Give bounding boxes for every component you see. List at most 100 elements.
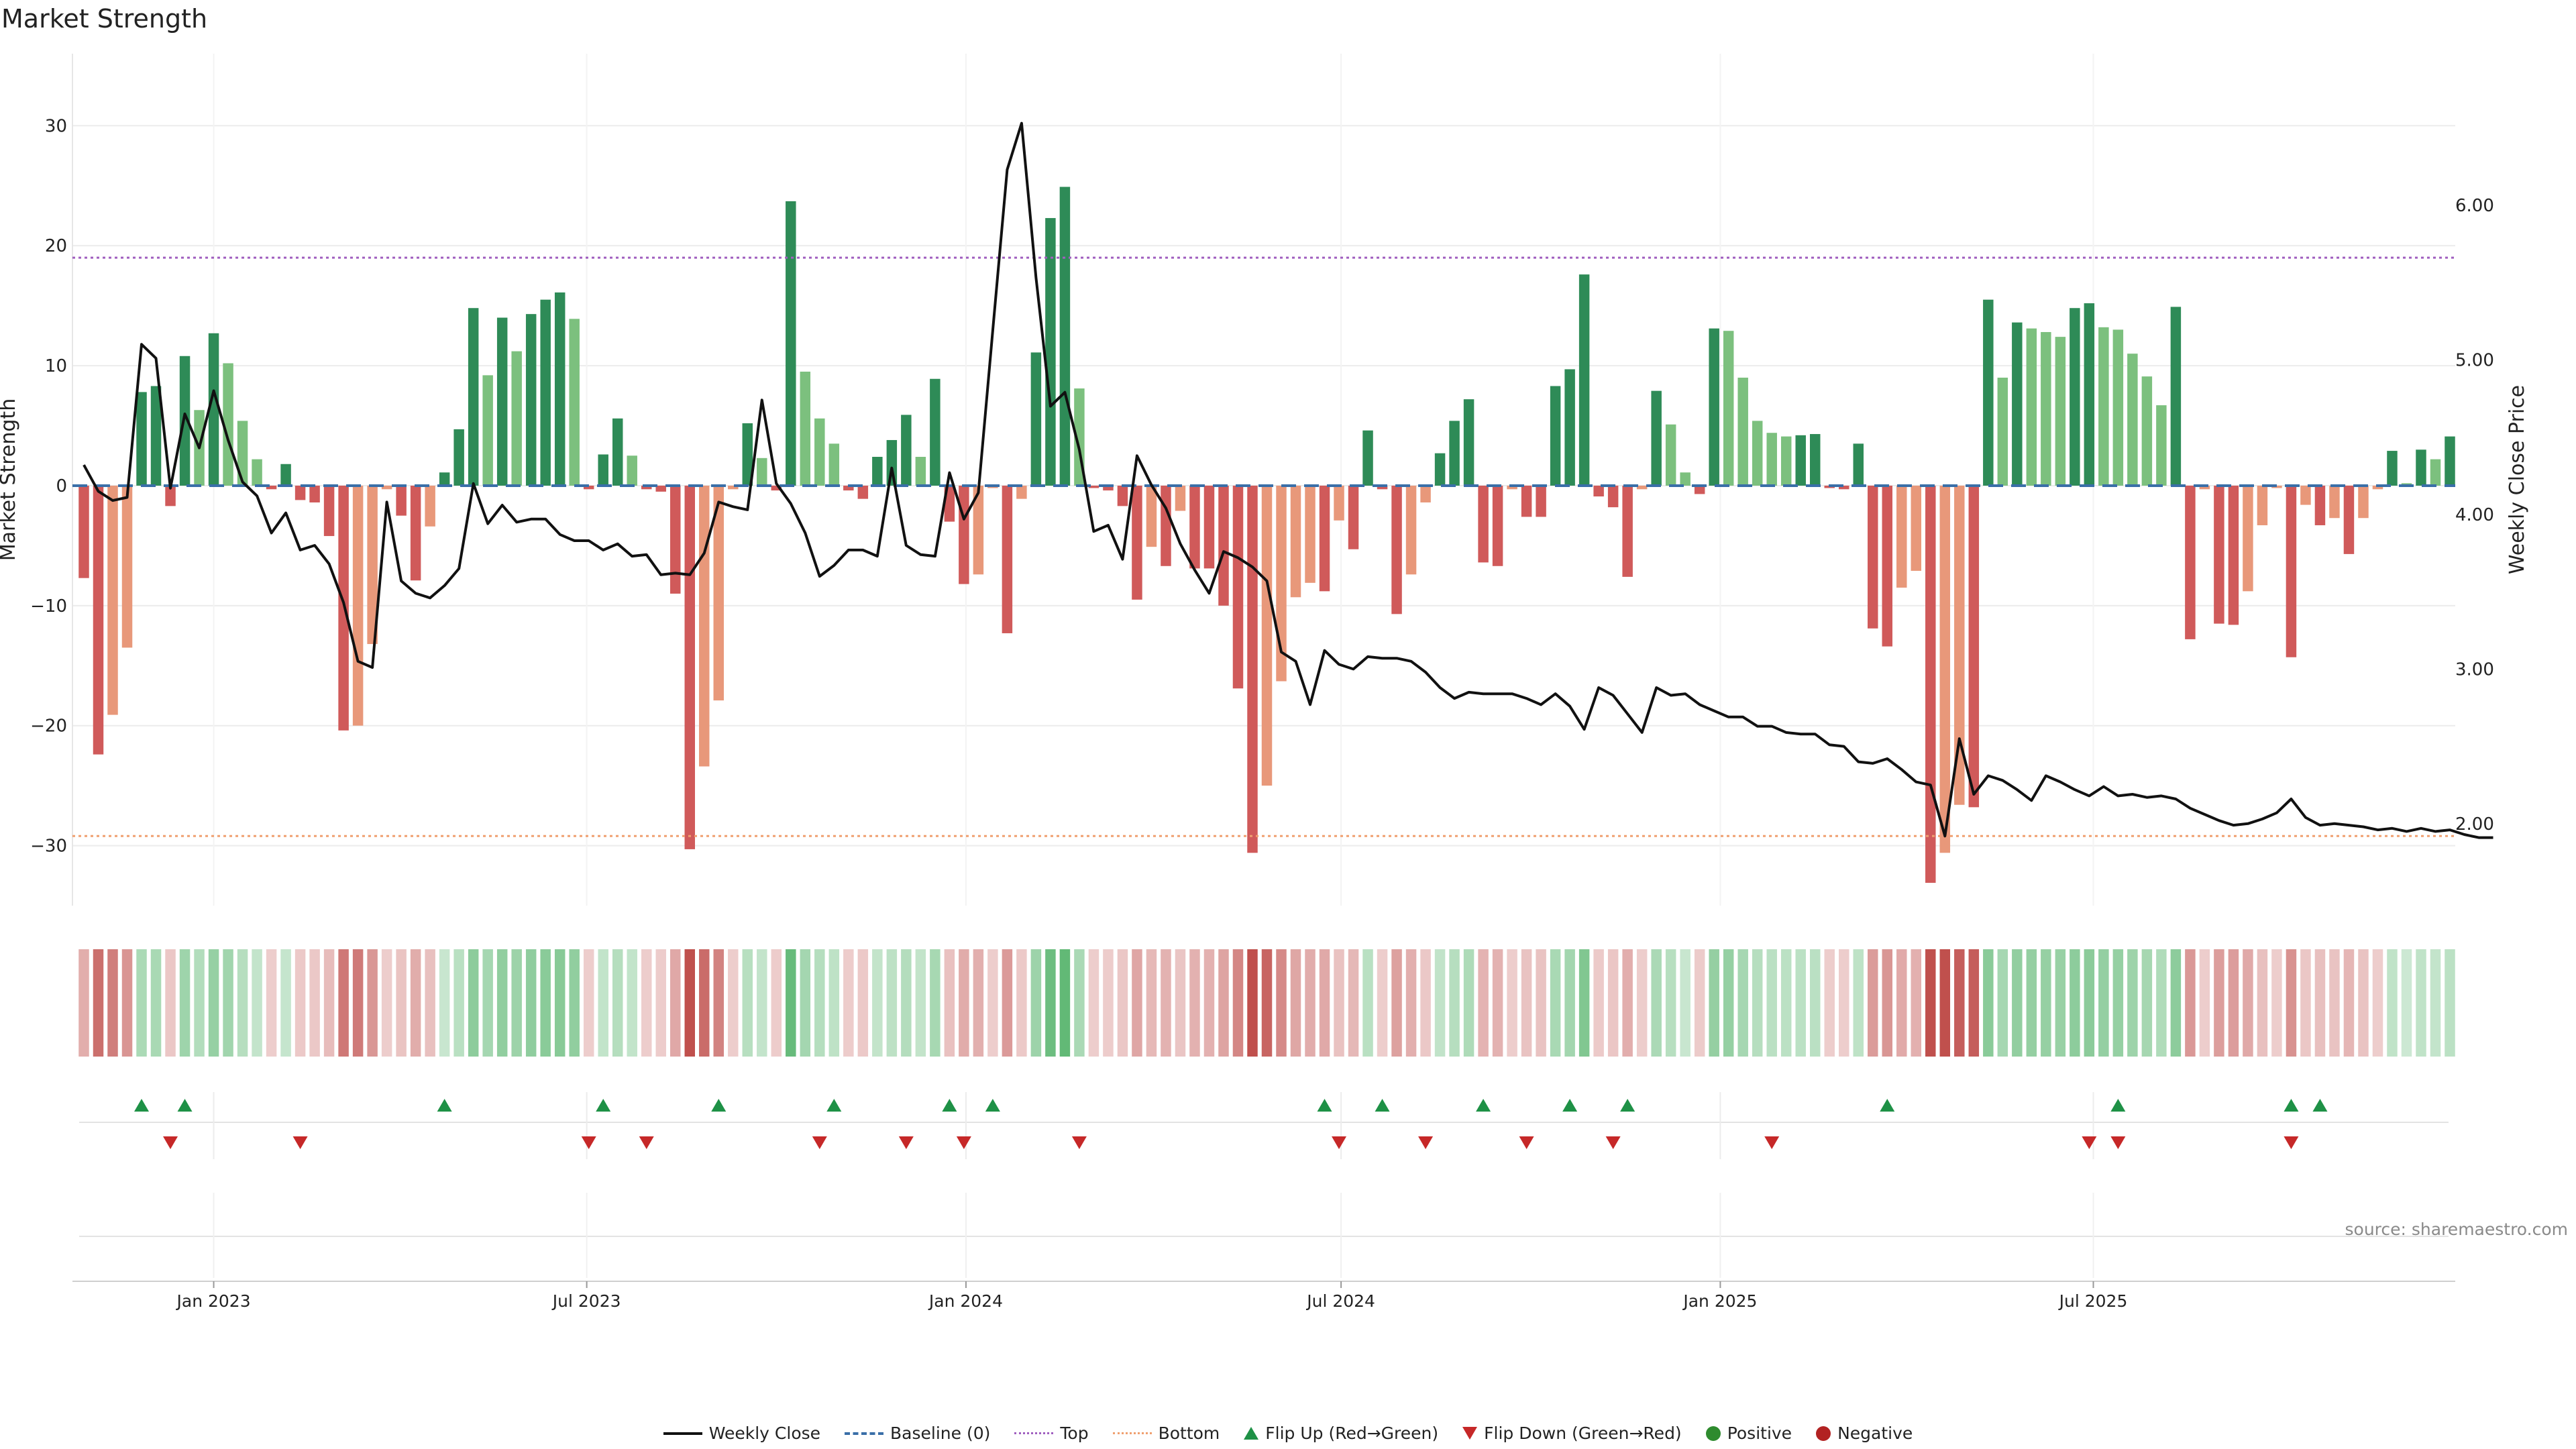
heat-cell bbox=[453, 949, 464, 1057]
heat-cell bbox=[1189, 949, 1200, 1057]
heat-cell bbox=[1059, 949, 1071, 1057]
flip-up-marker bbox=[2284, 1099, 2299, 1112]
heat-cell bbox=[1911, 949, 1922, 1057]
heat-cell bbox=[2199, 949, 2210, 1057]
flip-up-marker bbox=[1880, 1099, 1895, 1112]
positive-dot-icon bbox=[1705, 1426, 1721, 1441]
heat-cell bbox=[1492, 949, 1503, 1057]
heat-cell bbox=[857, 949, 869, 1057]
legend-label: Negative bbox=[1837, 1424, 1913, 1443]
heat-cell bbox=[1665, 949, 1676, 1057]
strength-bar bbox=[179, 356, 191, 486]
heat-cell bbox=[1261, 949, 1273, 1057]
strength-bar bbox=[1680, 472, 1690, 486]
strength-bar bbox=[1478, 485, 1489, 563]
heat-cell bbox=[367, 949, 378, 1057]
strength-bar bbox=[1839, 485, 1849, 490]
strength-bar bbox=[2387, 451, 2398, 486]
bottom-swatch bbox=[1112, 1432, 1152, 1434]
strength-bar bbox=[165, 485, 176, 506]
strength-bar bbox=[1161, 485, 1171, 566]
strength-bar bbox=[1954, 485, 1965, 805]
strength-bar bbox=[208, 333, 219, 486]
heat-cell bbox=[2127, 949, 2138, 1057]
flip-down-marker bbox=[1764, 1136, 1780, 1149]
heat-cell bbox=[742, 949, 753, 1057]
heat-cell bbox=[1839, 949, 1849, 1057]
heat-cell bbox=[2314, 949, 2326, 1057]
heat-cell bbox=[1868, 949, 1878, 1057]
y2-tick-label: 4.00 bbox=[2455, 505, 2494, 525]
strength-bar bbox=[915, 457, 926, 486]
strength-bar bbox=[2199, 485, 2210, 490]
strength-bar bbox=[973, 485, 984, 575]
heat-cell bbox=[1723, 949, 1734, 1057]
heat-cell bbox=[1146, 949, 1157, 1057]
baseline-swatch bbox=[845, 1432, 884, 1435]
strength-bar bbox=[1723, 331, 1734, 486]
strength-bar bbox=[1665, 424, 1676, 486]
heat-cell bbox=[1420, 949, 1431, 1057]
heat-cell bbox=[136, 949, 147, 1057]
heat-cell bbox=[713, 949, 724, 1057]
flip-up-marker bbox=[942, 1099, 957, 1112]
strength-bar bbox=[1968, 485, 1980, 808]
heat-cell bbox=[1521, 949, 1532, 1057]
heat-cell bbox=[757, 949, 767, 1057]
heat-cell bbox=[2070, 949, 2080, 1057]
heat-cell bbox=[684, 949, 695, 1057]
heat-cell bbox=[2286, 949, 2297, 1057]
strength-bar bbox=[482, 375, 493, 486]
heat-cell bbox=[1737, 949, 1748, 1057]
heat-cell bbox=[194, 949, 205, 1057]
heat-cell bbox=[1016, 949, 1027, 1057]
heat-cell bbox=[728, 949, 739, 1057]
strength-bar bbox=[223, 363, 233, 486]
heat-cell bbox=[1088, 949, 1099, 1057]
heat-cell bbox=[1780, 949, 1792, 1057]
heat-cell bbox=[598, 949, 608, 1057]
strength-bar bbox=[294, 485, 306, 500]
heat-cell bbox=[872, 949, 883, 1057]
strength-bar bbox=[1853, 443, 1864, 486]
heat-cell bbox=[987, 949, 998, 1057]
heat-cell bbox=[1636, 949, 1648, 1057]
legend-negative: Negative bbox=[1816, 1424, 1913, 1443]
strength-bar bbox=[2185, 485, 2196, 639]
flip-down-marker bbox=[1605, 1136, 1621, 1149]
heat-cell bbox=[1290, 949, 1301, 1057]
heat-cell bbox=[540, 949, 551, 1057]
strength-bar bbox=[2026, 328, 2037, 486]
strength-bar bbox=[1868, 485, 1878, 629]
strength-bar bbox=[2012, 322, 2023, 486]
heat-cell bbox=[410, 949, 421, 1057]
strength-bar bbox=[2156, 405, 2167, 486]
heat-cell bbox=[2055, 949, 2066, 1057]
heat-cell bbox=[2387, 949, 2398, 1057]
heat-cell bbox=[2112, 949, 2124, 1057]
y2-tick-label: 2.00 bbox=[2455, 814, 2494, 835]
heat-cell bbox=[2170, 949, 2182, 1057]
heat-cell bbox=[2343, 949, 2355, 1057]
strength-bar bbox=[1117, 485, 1128, 506]
strength-bar bbox=[309, 485, 320, 502]
heat-cell bbox=[1896, 949, 1907, 1057]
strength-bar bbox=[2141, 376, 2153, 486]
strength-bar bbox=[1896, 485, 1907, 588]
heat-cell bbox=[1132, 949, 1142, 1057]
heat-cell bbox=[1766, 949, 1777, 1057]
heat-cell bbox=[482, 949, 493, 1057]
strength-bar bbox=[396, 485, 407, 516]
heat-cell bbox=[1175, 949, 1186, 1057]
heat-cell bbox=[1276, 949, 1287, 1057]
flip-up-marker bbox=[2110, 1099, 2126, 1112]
flip-up-marker bbox=[1620, 1099, 1635, 1112]
strength-bar bbox=[814, 418, 825, 486]
y2-tick-label: 6.00 bbox=[2455, 196, 2494, 216]
heat-cell bbox=[525, 949, 537, 1057]
heat-cell bbox=[1218, 949, 1229, 1057]
heat-cell bbox=[223, 949, 233, 1057]
heat-cell bbox=[1348, 949, 1359, 1057]
heat-cell bbox=[2012, 949, 2023, 1057]
